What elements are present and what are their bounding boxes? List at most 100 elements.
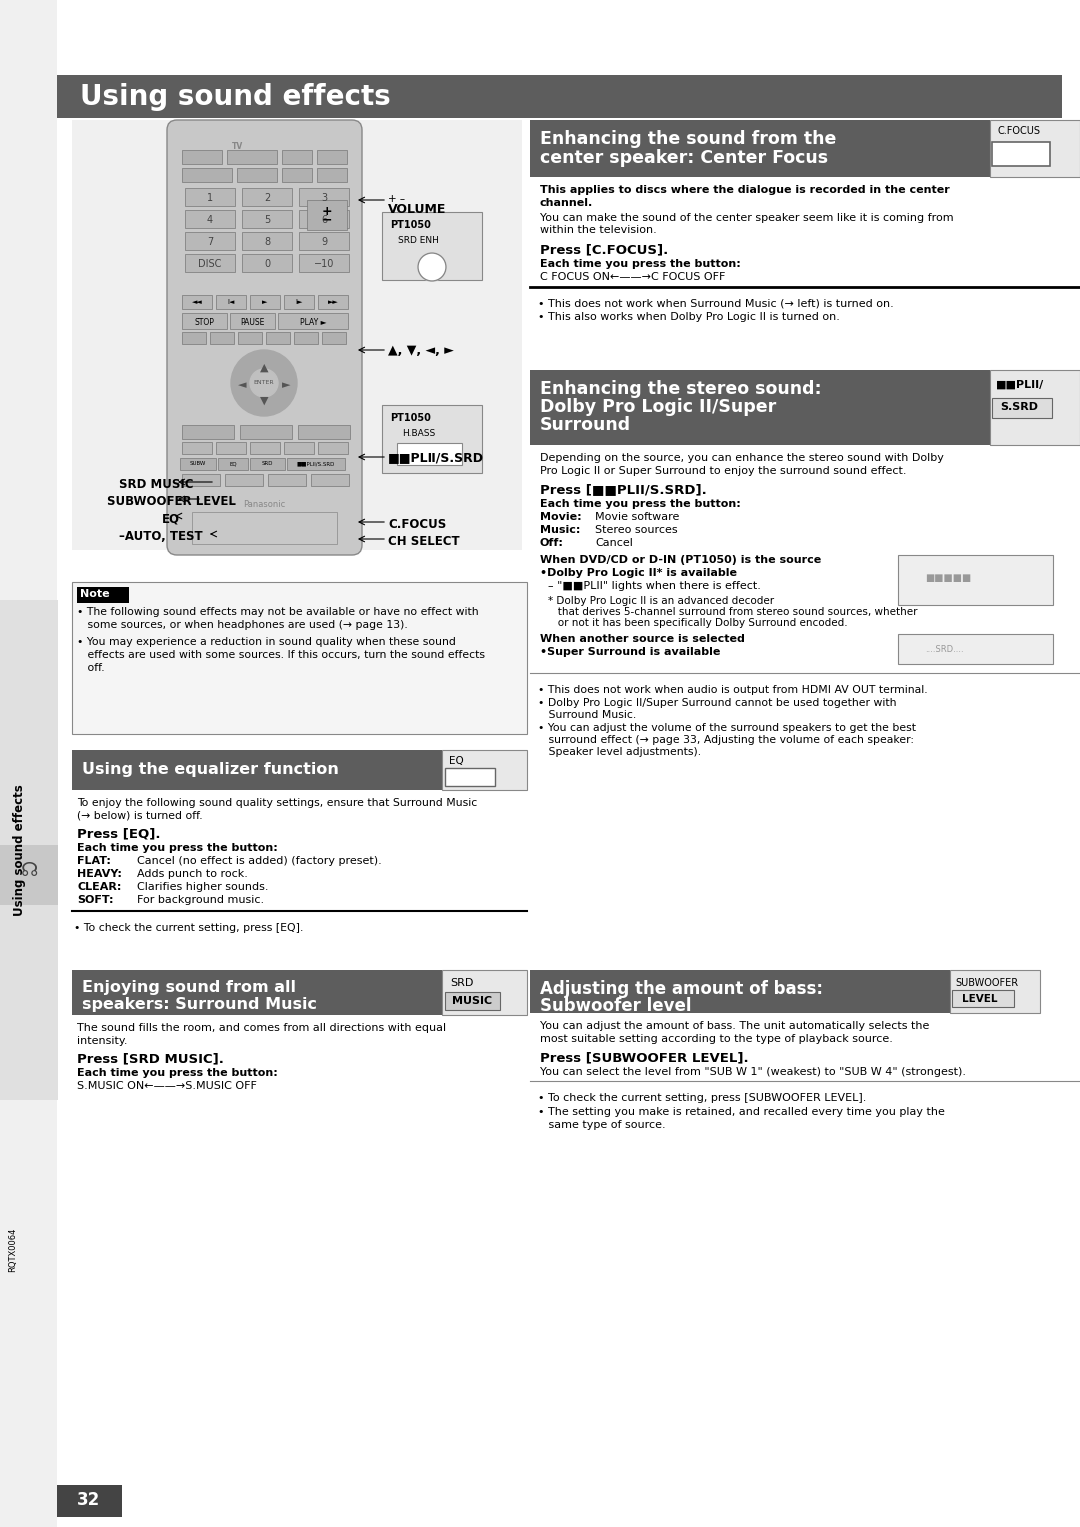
Bar <box>249 458 285 470</box>
Text: Enhancing the stereo sound:: Enhancing the stereo sound: <box>540 380 822 399</box>
Bar <box>442 970 527 1015</box>
Text: +: + <box>322 205 333 218</box>
Bar <box>77 586 129 603</box>
Text: Each time you press the button:: Each time you press the button: <box>540 260 741 269</box>
Text: ....SRD....: ....SRD.... <box>924 644 963 654</box>
Bar <box>318 295 348 308</box>
Text: Depending on the source, you can enhance the stereo sound with Dolby: Depending on the source, you can enhance… <box>540 454 944 463</box>
FancyBboxPatch shape <box>167 121 362 554</box>
Text: Music:: Music: <box>540 525 580 534</box>
Bar <box>227 150 276 163</box>
Text: Cancel (no effect is added) (factory preset).: Cancel (no effect is added) (factory pre… <box>137 857 381 866</box>
Text: To enjoy the following sound quality settings, ensure that Surround Music: To enjoy the following sound quality set… <box>77 799 477 808</box>
Text: • The setting you make is retained, and recalled every time you play the: • The setting you make is retained, and … <box>538 1107 945 1116</box>
Text: * Dolby Pro Logic II is an advanced decoder: * Dolby Pro Logic II is an advanced deco… <box>548 596 774 606</box>
Text: or not it has been specifically Dolby Surround encoded.: or not it has been specifically Dolby Su… <box>548 618 848 628</box>
Text: Using the equalizer function: Using the equalizer function <box>82 762 339 777</box>
Text: Movie software: Movie software <box>595 512 679 522</box>
Bar <box>0 844 58 906</box>
Bar <box>951 989 1014 1006</box>
Bar <box>318 150 347 163</box>
Text: −10: −10 <box>314 260 334 269</box>
Bar <box>242 253 292 272</box>
Bar <box>0 0 57 1527</box>
Bar <box>442 750 527 789</box>
Text: 4: 4 <box>207 215 213 224</box>
Bar <box>294 331 318 344</box>
Text: I◄: I◄ <box>227 299 234 305</box>
Bar <box>397 443 462 466</box>
Text: speakers: Surround Music: speakers: Surround Music <box>82 997 318 1012</box>
Bar <box>242 188 292 206</box>
Bar <box>183 425 234 438</box>
Text: 5: 5 <box>264 215 270 224</box>
Text: C.FOCUS: C.FOCUS <box>998 127 1041 136</box>
Text: off.: off. <box>77 663 105 673</box>
Text: CLEAR:: CLEAR: <box>77 883 121 892</box>
Bar <box>183 331 206 344</box>
Bar <box>445 993 500 1009</box>
Bar <box>185 211 235 228</box>
Bar <box>990 370 1080 444</box>
Text: Enjoying sound from all: Enjoying sound from all <box>82 980 296 996</box>
Text: –AUTO, TEST: –AUTO, TEST <box>119 530 203 544</box>
Text: same type of source.: same type of source. <box>538 1119 665 1130</box>
Text: The sound fills the room, and comes from all directions with equal: The sound fills the room, and comes from… <box>77 1023 446 1032</box>
Bar <box>299 188 349 206</box>
Text: STOP: STOP <box>194 318 214 327</box>
Bar <box>299 232 349 250</box>
Bar <box>218 458 248 470</box>
Bar <box>282 168 312 182</box>
Text: Panasonic: Panasonic <box>243 499 285 508</box>
Text: • This does not work when Surround Music (→ left) is turned on.: • This does not work when Surround Music… <box>538 299 894 308</box>
Bar <box>382 212 482 279</box>
Text: Using sound effects: Using sound effects <box>80 82 391 111</box>
Bar <box>0 600 58 1099</box>
Text: that derives 5-channel surround from stereo sound sources, whether: that derives 5-channel surround from ste… <box>548 608 918 617</box>
Text: Each time you press the button:: Each time you press the button: <box>77 1067 278 1078</box>
Text: Each time you press the button:: Each time you press the button: <box>77 843 278 854</box>
Text: 6: 6 <box>321 215 327 224</box>
Text: C.FOCUS: C.FOCUS <box>388 518 446 531</box>
Text: PT1050: PT1050 <box>390 220 431 231</box>
Text: Surround Music.: Surround Music. <box>538 710 636 721</box>
Text: Off:: Off: <box>540 538 564 548</box>
Text: • The following sound effects may not be available or have no effect with: • The following sound effects may not be… <box>77 608 478 617</box>
Text: ▲: ▲ <box>260 363 268 373</box>
Bar <box>72 582 527 734</box>
Bar <box>299 211 349 228</box>
Text: Press [SRD MUSIC].: Press [SRD MUSIC]. <box>77 1052 224 1064</box>
Circle shape <box>418 253 446 281</box>
Text: Subwoofer level: Subwoofer level <box>540 997 691 1015</box>
Text: SUBW: SUBW <box>190 461 206 466</box>
Bar <box>57 75 1062 118</box>
Text: • You can adjust the volume of the surround speakers to get the best: • You can adjust the volume of the surro… <box>538 722 916 733</box>
Text: ENTER: ENTER <box>254 380 274 385</box>
Text: Adds punch to rock.: Adds punch to rock. <box>137 869 248 880</box>
Bar <box>993 399 1052 418</box>
Text: 2: 2 <box>264 192 270 203</box>
Text: S.SRD: S.SRD <box>1000 402 1038 412</box>
Text: – "■■PLII" lights when there is effect.: – "■■PLII" lights when there is effect. <box>548 580 761 591</box>
Text: Press [C.FOCUS].: Press [C.FOCUS]. <box>540 243 669 257</box>
Text: Clarifies higher sounds.: Clarifies higher sounds. <box>137 883 269 892</box>
Text: SRD MUSIC: SRD MUSIC <box>119 478 193 492</box>
Text: Note: Note <box>80 589 110 599</box>
Bar <box>192 512 337 544</box>
Bar <box>318 168 347 182</box>
Circle shape <box>231 350 297 415</box>
Text: DISC: DISC <box>199 260 221 269</box>
Text: SOFT:: SOFT: <box>77 895 113 906</box>
Bar <box>382 405 482 473</box>
Bar <box>530 970 950 1012</box>
Text: Stereo sources: Stereo sources <box>595 525 677 534</box>
Text: FLAT:: FLAT: <box>77 857 111 866</box>
Bar <box>238 331 262 344</box>
Text: ◄◄: ◄◄ <box>191 299 202 305</box>
Text: −: − <box>322 214 333 228</box>
Bar <box>183 473 220 486</box>
Bar <box>307 200 347 231</box>
Text: PAUSE: PAUSE <box>240 318 265 327</box>
Text: For background music.: For background music. <box>137 895 265 906</box>
Text: Cancel: Cancel <box>595 538 633 548</box>
